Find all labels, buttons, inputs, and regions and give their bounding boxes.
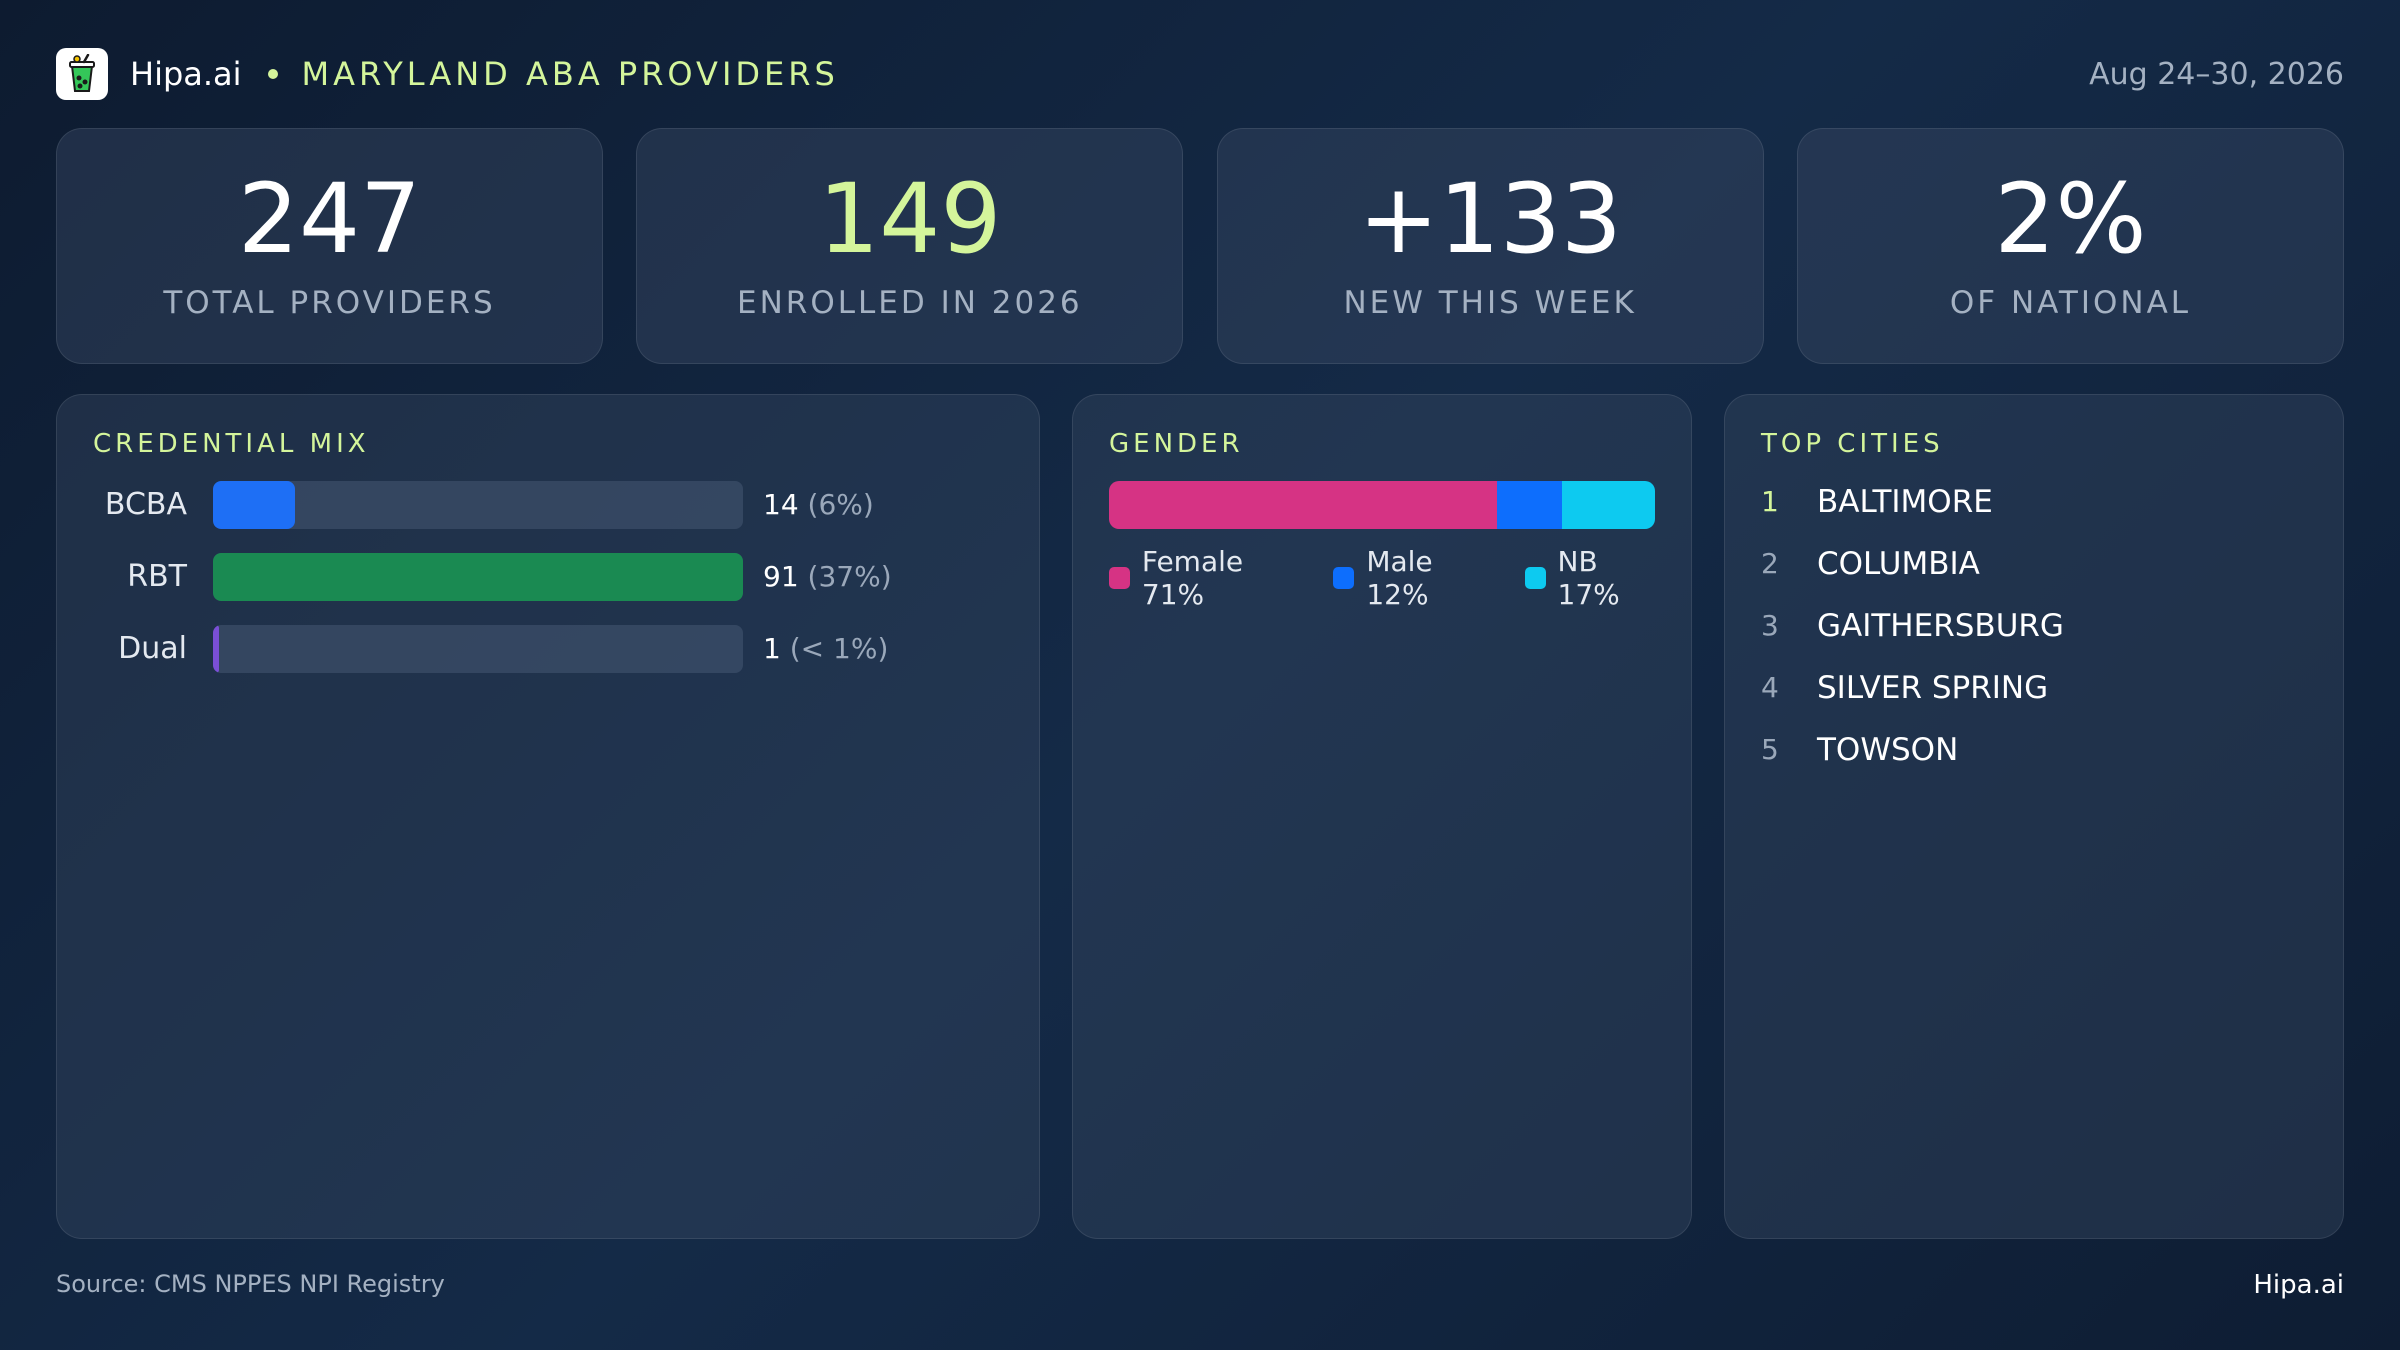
credential-label: BCBA [104,487,187,522]
city-name: COLUMBIA [1817,546,1980,582]
city-item: 3 GAITHERSBURG [1761,603,2064,649]
credential-bar-track [213,553,743,601]
credential-value: 14 (6%) [763,481,874,529]
city-rank: 4 [1761,671,1779,704]
gender-segment-female [1109,481,1497,529]
city-name: BALTIMORE [1817,484,1993,520]
city-rank: 1 [1761,485,1779,518]
panel-title: CREDENTIAL MIX [93,429,370,459]
gender-segment-nb [1562,481,1655,529]
city-item: 1 BALTIMORE [1761,479,1993,525]
kpi-value: +133 [1358,163,1622,275]
credential-row-dual: Dual 1 (< 1%) [57,625,1039,673]
legend-item-male: Male 12% [1333,545,1496,611]
city-item: 5 TOWSON [1761,727,1958,773]
legend-item-female: Female 71% [1109,545,1305,611]
credential-percent: (6%) [807,488,874,521]
kpi-of-national: 2% OF NATIONAL [1796,128,2344,364]
kpi-value: 149 [818,163,1002,275]
gender-stacked-bar [1109,481,1655,529]
panel-title: TOP CITIES [1761,429,1944,459]
credential-mix-panel: CREDENTIAL MIX BCBA 14 (6%) RBT 91 (37%)… [56,394,1040,1239]
legend-label: Female 71% [1141,545,1244,611]
city-item: 2 COLUMBIA [1761,541,1980,587]
credential-bar-fill [213,481,295,529]
panel-title: GENDER [1109,429,1244,459]
credential-percent: (37%) [807,560,892,593]
credential-count: 1 [763,632,781,665]
kpi-label: TOTAL PROVIDERS [163,285,496,321]
kpi-row: 247 TOTAL PROVIDERS 149 ENROLLED IN 2026… [56,128,2344,366]
title-separator [267,69,278,79]
kpi-label: OF NATIONAL [1949,285,2192,321]
legend-label: NB 17% [1557,545,1620,611]
gender-segment-male [1496,481,1563,529]
legend-item-nb: NB 17% [1524,545,1663,611]
credential-bar-fill [213,553,743,601]
kpi-value: 247 [237,163,422,275]
legend-swatch [1524,567,1546,589]
cup-icon [69,54,95,92]
legend-swatch [1333,567,1355,589]
city-name: SILVER SPRING [1817,670,2049,706]
credential-value: 1 (< 1%) [763,625,888,673]
logo [56,48,108,100]
city-rank: 5 [1761,733,1779,766]
credential-bar-track [213,625,743,673]
kpi-label: ENROLLED IN 2026 [737,285,1083,321]
city-rank: 2 [1761,547,1779,580]
credential-percent: (< 1%) [789,632,889,665]
credential-label: Dual [118,631,187,666]
legend-label: Male 12% [1366,545,1433,611]
credential-label: RBT [127,559,187,594]
kpi-value: 2% [1994,163,2147,275]
city-name: GAITHERSBURG [1817,608,2064,644]
credential-row-rbt: RBT 91 (37%) [57,553,1039,601]
kpi-label: NEW THIS WEEK [1343,285,1637,321]
city-name: TOWSON [1817,732,1959,768]
date-range: Aug 24–30, 2026 [2089,56,2344,92]
kpi-total-providers: 247 TOTAL PROVIDERS [56,128,603,364]
credential-count: 91 [763,560,799,593]
kpi-new-this-week: +133 NEW THIS WEEK [1216,128,1764,364]
report-title: MARYLAND ABA PROVIDERS [301,55,839,93]
brand-name: Hipa.ai [130,55,242,93]
credential-bar-track [213,481,743,529]
top-cities-panel: TOP CITIES 1 BALTIMORE 2 COLUMBIA 3 GAIT… [1724,394,2344,1239]
footer-brand: Hipa.ai [2253,1270,2344,1300]
header: Hipa.ai MARYLAND ABA PROVIDERS Aug 24–30… [56,46,2344,102]
city-rank: 3 [1761,609,1779,642]
credential-bar-fill [213,625,219,673]
city-item: 4 SILVER SPRING [1761,665,2048,711]
kpi-enrolled-2026: 149 ENROLLED IN 2026 [636,128,1184,364]
credential-count: 14 [763,488,799,521]
gender-legend: Female 71% Male 12% NB 17% [1109,545,1691,611]
footer-source: Source: CMS NPPES NPI Registry [56,1270,445,1298]
gender-panel: GENDER Female 71% Male 12% NB 17% [1072,394,1692,1239]
credential-value: 91 (37%) [763,553,892,601]
legend-swatch [1109,567,1130,589]
credential-row-bcba: BCBA 14 (6%) [57,481,1039,529]
